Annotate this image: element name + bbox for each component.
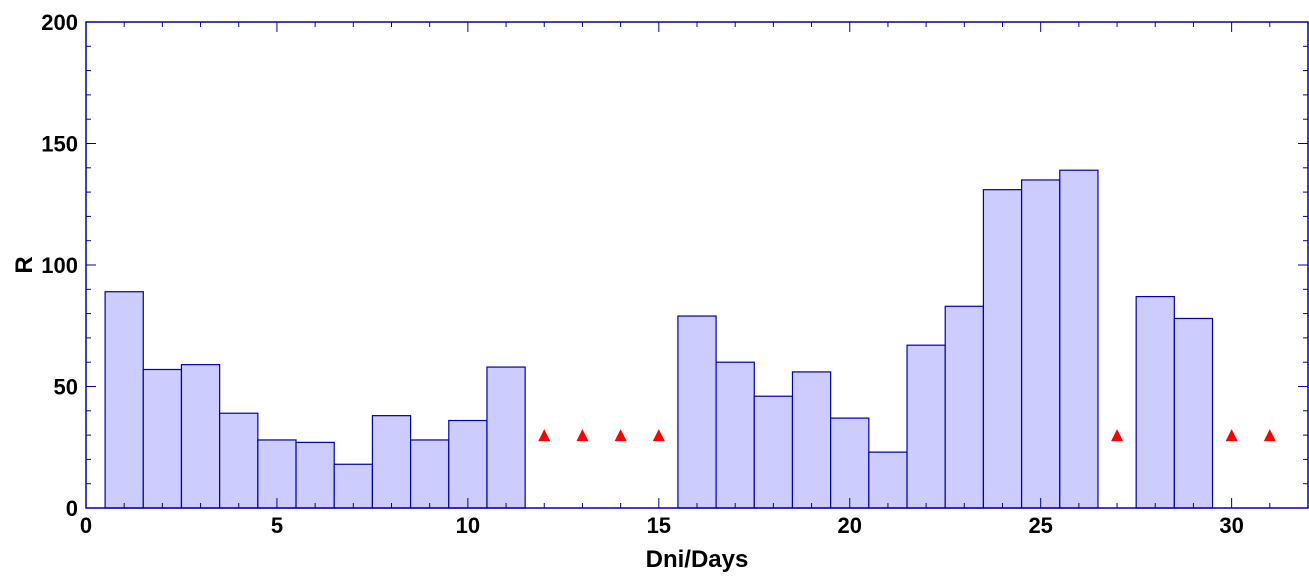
bar	[868, 451, 908, 509]
bar	[677, 315, 717, 509]
x-tick-label: 30	[1219, 513, 1243, 538]
axis-ticks-layer	[85, 21, 1309, 509]
bar	[409, 439, 450, 509]
bars-layer	[104, 169, 1214, 509]
y-tick-label: 0	[66, 496, 78, 521]
missing-day-marker	[614, 429, 627, 442]
bar	[1020, 179, 1061, 509]
bar	[715, 361, 755, 509]
bar	[371, 415, 412, 509]
bar	[486, 366, 526, 509]
bar	[448, 419, 488, 509]
x-tick-label: 10	[456, 513, 480, 538]
missing-day-marker	[1225, 429, 1238, 442]
x-tick-label: 0	[80, 513, 92, 538]
bar	[982, 189, 1023, 509]
bar	[830, 417, 870, 509]
x-axis-title: Dni/Days	[646, 546, 749, 573]
bar	[944, 305, 985, 509]
bar	[1173, 317, 1214, 509]
x-tick-label: 20	[838, 513, 862, 538]
bar	[1135, 295, 1175, 509]
y-tick-labels: 0 50 100 150 200	[41, 10, 78, 521]
bar	[257, 439, 297, 509]
missing-day-marker	[576, 429, 589, 442]
x-tick-labels: 0 5 10 15 20 25 30	[80, 513, 1244, 538]
missing-day-marker	[1111, 429, 1124, 442]
bar	[333, 463, 374, 509]
x-tick-label: 5	[271, 513, 283, 538]
y-axis-title: R	[11, 256, 38, 273]
y-tick-label: 200	[41, 10, 78, 35]
missing-day-marker	[538, 429, 551, 442]
missing-day-marker	[1263, 429, 1276, 442]
bar	[295, 441, 335, 509]
bar	[1059, 169, 1099, 509]
bar	[142, 368, 183, 509]
bar	[791, 371, 832, 509]
bar	[753, 395, 794, 509]
bar	[104, 291, 144, 509]
missing-day-markers-layer	[538, 429, 1276, 442]
x-tick-label: 25	[1028, 513, 1052, 538]
y-tick-label: 100	[41, 253, 78, 278]
y-tick-label: 150	[41, 132, 78, 157]
bar	[180, 364, 221, 509]
bar	[906, 344, 946, 509]
y-tick-label: 50	[54, 375, 78, 400]
bar	[219, 412, 259, 509]
missing-day-marker	[652, 429, 665, 442]
x-tick-label: 15	[647, 513, 671, 538]
